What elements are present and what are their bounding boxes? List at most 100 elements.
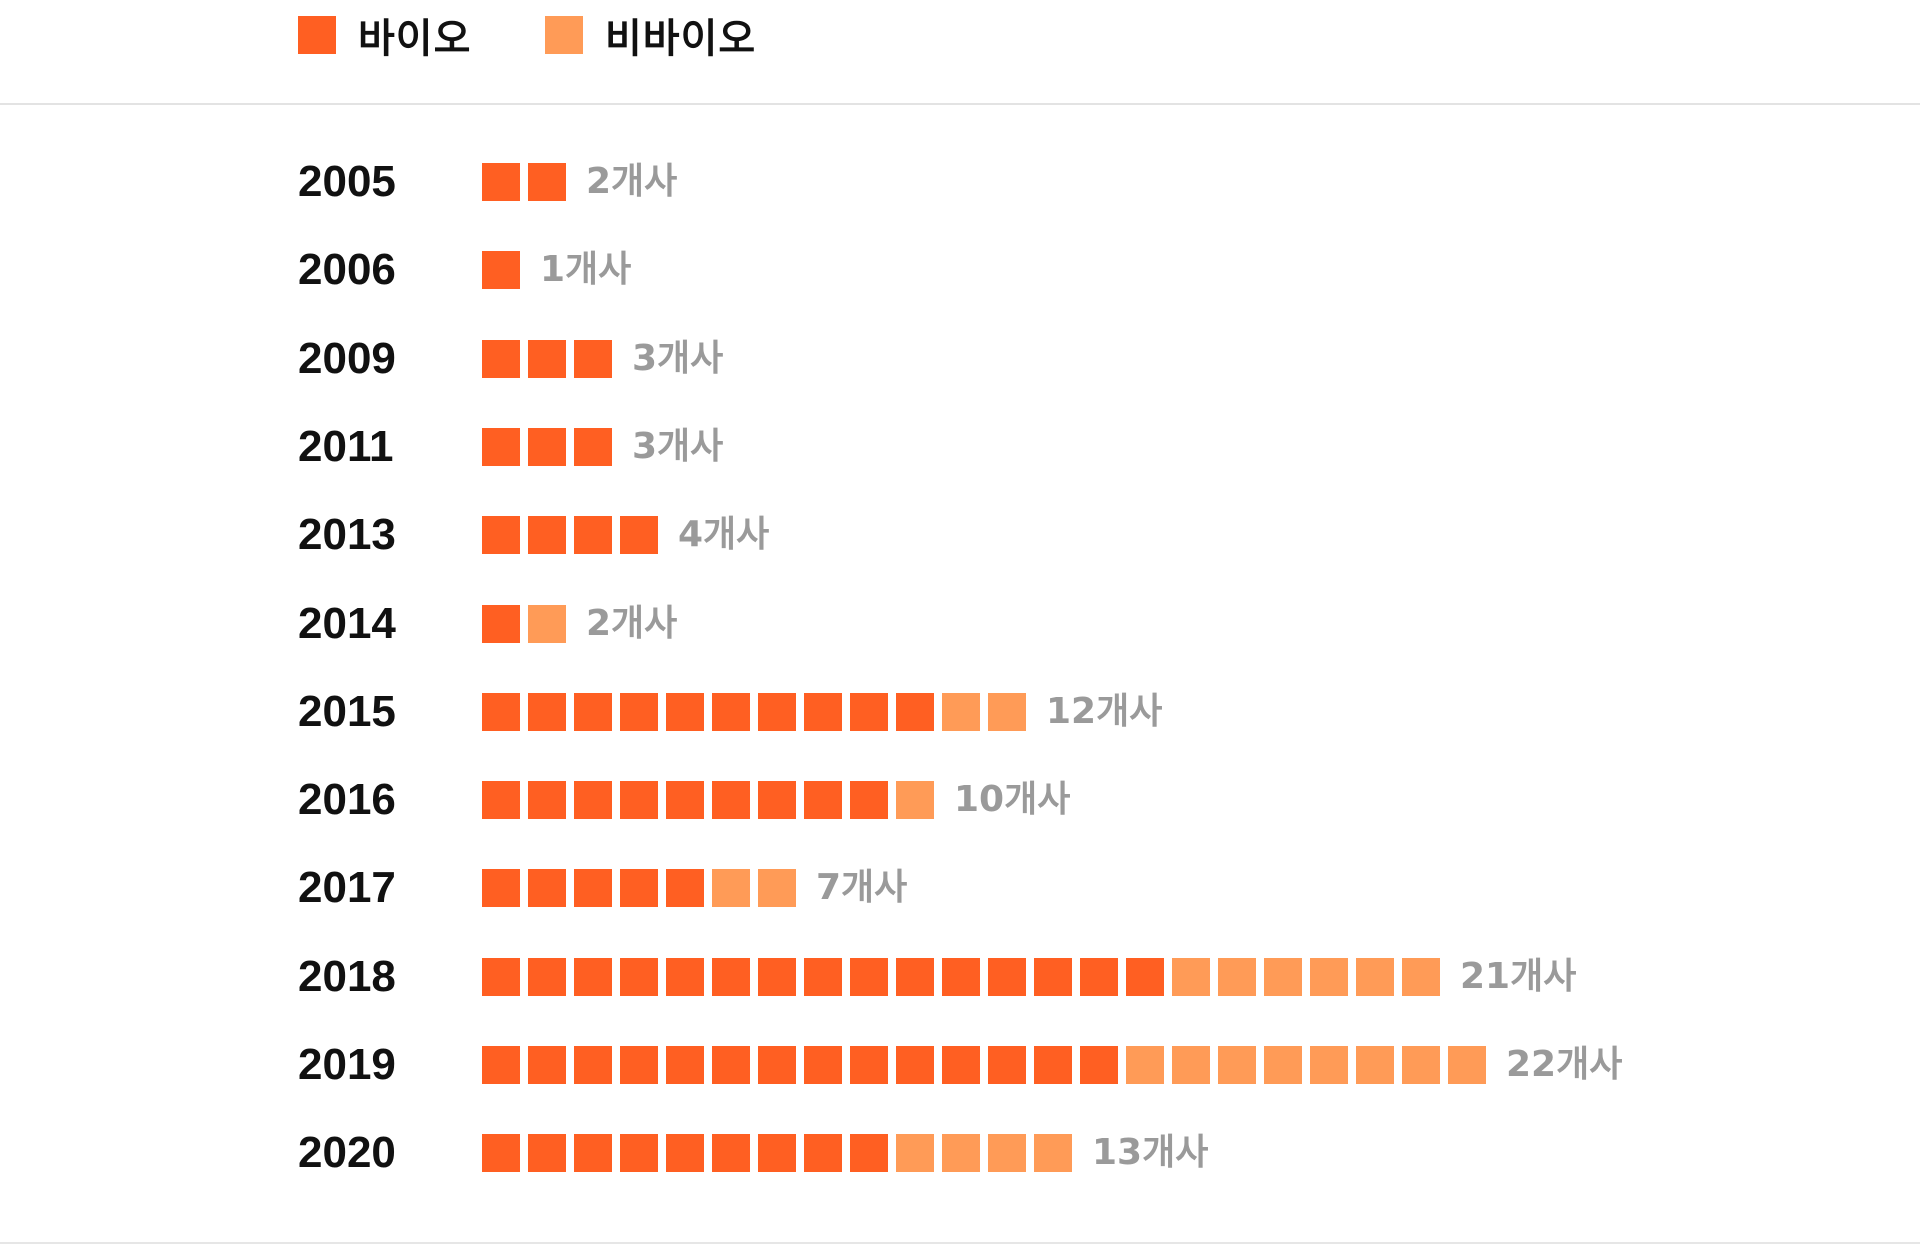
year-label: 2014 bbox=[298, 599, 396, 648]
bio-unit-square bbox=[666, 781, 704, 819]
bio-unit-square bbox=[482, 958, 520, 996]
nonbio-unit-square bbox=[1402, 1046, 1440, 1084]
nonbio-unit-square bbox=[528, 605, 566, 643]
company-count-label: 3개사 bbox=[632, 426, 724, 467]
bio-unit-square bbox=[804, 1046, 842, 1084]
company-count-label: 2개사 bbox=[586, 161, 678, 202]
chart-row-2019: 2019 22개사 bbox=[0, 1035, 1920, 1095]
bio-unit-square bbox=[574, 693, 612, 731]
bio-unit-square bbox=[758, 781, 796, 819]
nonbio-unit-square bbox=[758, 869, 796, 907]
bio-unit-square bbox=[712, 693, 750, 731]
bio-unit-square bbox=[574, 958, 612, 996]
bio-unit-square bbox=[666, 1046, 704, 1084]
bio-unit-square bbox=[574, 1134, 612, 1172]
bio-unit-square bbox=[712, 1134, 750, 1172]
bio-unit-square bbox=[620, 693, 658, 731]
bio-unit-square bbox=[666, 958, 704, 996]
chart-row-2013: 2013 4개사 bbox=[0, 505, 1920, 565]
nonbio-unit-square bbox=[942, 693, 980, 731]
year-label: 2005 bbox=[298, 157, 396, 206]
bio-unit-square bbox=[482, 1046, 520, 1084]
chart-row-2005: 2005 2개사 bbox=[0, 152, 1920, 212]
bio-unit-square bbox=[574, 1046, 612, 1084]
bio-unit-square bbox=[942, 958, 980, 996]
nonbio-unit-square bbox=[1218, 958, 1256, 996]
company-count-label: 10개사 bbox=[954, 779, 1071, 820]
bio-unit-square bbox=[574, 428, 612, 466]
bio-unit-square bbox=[804, 781, 842, 819]
nonbio-unit-square bbox=[1356, 958, 1394, 996]
bio-unit-square bbox=[804, 1134, 842, 1172]
year-label: 2017 bbox=[298, 863, 396, 912]
year-label: 2016 bbox=[298, 775, 396, 824]
bio-unit-square bbox=[712, 781, 750, 819]
company-count-label: 22개사 bbox=[1506, 1044, 1623, 1085]
nonbio-unit-square bbox=[988, 693, 1026, 731]
nonbio-unit-square bbox=[1034, 1134, 1072, 1172]
bio-unit-square bbox=[988, 1046, 1026, 1084]
bio-unit-square bbox=[620, 1134, 658, 1172]
chart-row-2015: 2015 12개사 bbox=[0, 682, 1920, 742]
bio-unit-square bbox=[620, 958, 658, 996]
bio-unit-square bbox=[482, 516, 520, 554]
bio-unit-square bbox=[666, 869, 704, 907]
company-count-label: 3개사 bbox=[632, 338, 724, 379]
chart-legend: 바이오 비바이오 bbox=[0, 0, 1920, 105]
bio-unit-square bbox=[528, 516, 566, 554]
unit-chart: 2005 2개사 2006 1개사 2009 3개사 2011 3개사 2013 4개사 2014 2… bbox=[0, 105, 1920, 1245]
chart-row-2009: 2009 3개사 bbox=[0, 329, 1920, 389]
bio-unit-square bbox=[482, 428, 520, 466]
legend-swatch-bio bbox=[298, 16, 336, 54]
bio-unit-square bbox=[758, 1134, 796, 1172]
nonbio-unit-square bbox=[1264, 958, 1302, 996]
bio-unit-square bbox=[896, 958, 934, 996]
nonbio-unit-square bbox=[988, 1134, 1026, 1172]
bio-unit-square bbox=[528, 163, 566, 201]
nonbio-unit-square bbox=[1402, 958, 1440, 996]
bio-unit-square bbox=[528, 869, 566, 907]
chart-row-2018: 2018 21개사 bbox=[0, 947, 1920, 1007]
bio-unit-square bbox=[482, 605, 520, 643]
bio-unit-square bbox=[528, 1134, 566, 1172]
bio-unit-square bbox=[758, 1046, 796, 1084]
year-label: 2009 bbox=[298, 334, 396, 383]
bottom-divider bbox=[0, 1242, 1920, 1244]
company-count-label: 12개사 bbox=[1046, 691, 1163, 732]
nonbio-unit-square bbox=[896, 1134, 934, 1172]
bio-unit-square bbox=[528, 1046, 566, 1084]
nonbio-unit-square bbox=[1448, 1046, 1486, 1084]
bio-unit-square bbox=[850, 781, 888, 819]
legend-item-bio: 바이오 bbox=[298, 12, 471, 62]
nonbio-unit-square bbox=[942, 1134, 980, 1172]
bio-unit-square bbox=[620, 781, 658, 819]
bio-unit-square bbox=[574, 340, 612, 378]
bio-unit-square bbox=[482, 340, 520, 378]
nonbio-unit-square bbox=[896, 781, 934, 819]
bio-unit-square bbox=[482, 781, 520, 819]
chart-row-2017: 2017 7개사 bbox=[0, 858, 1920, 918]
chart-row-2016: 2016 10개사 bbox=[0, 770, 1920, 830]
bio-unit-square bbox=[574, 781, 612, 819]
nonbio-unit-square bbox=[712, 869, 750, 907]
bio-unit-square bbox=[712, 958, 750, 996]
legend-item-nonbio: 비바이오 bbox=[545, 12, 756, 62]
bio-unit-square bbox=[1126, 958, 1164, 996]
bio-unit-square bbox=[620, 1046, 658, 1084]
nonbio-unit-square bbox=[1172, 1046, 1210, 1084]
bio-unit-square bbox=[574, 516, 612, 554]
bio-unit-square bbox=[712, 1046, 750, 1084]
bio-unit-square bbox=[482, 869, 520, 907]
company-count-label: 1개사 bbox=[540, 249, 632, 290]
bio-unit-square bbox=[850, 1046, 888, 1084]
nonbio-unit-square bbox=[1310, 958, 1348, 996]
bio-unit-square bbox=[988, 958, 1026, 996]
nonbio-unit-square bbox=[1310, 1046, 1348, 1084]
bio-unit-square bbox=[1080, 1046, 1118, 1084]
bio-unit-square bbox=[850, 958, 888, 996]
nonbio-unit-square bbox=[1356, 1046, 1394, 1084]
bio-unit-square bbox=[482, 251, 520, 289]
bio-unit-square bbox=[528, 340, 566, 378]
year-label: 2018 bbox=[298, 952, 396, 1001]
bio-unit-square bbox=[1080, 958, 1118, 996]
